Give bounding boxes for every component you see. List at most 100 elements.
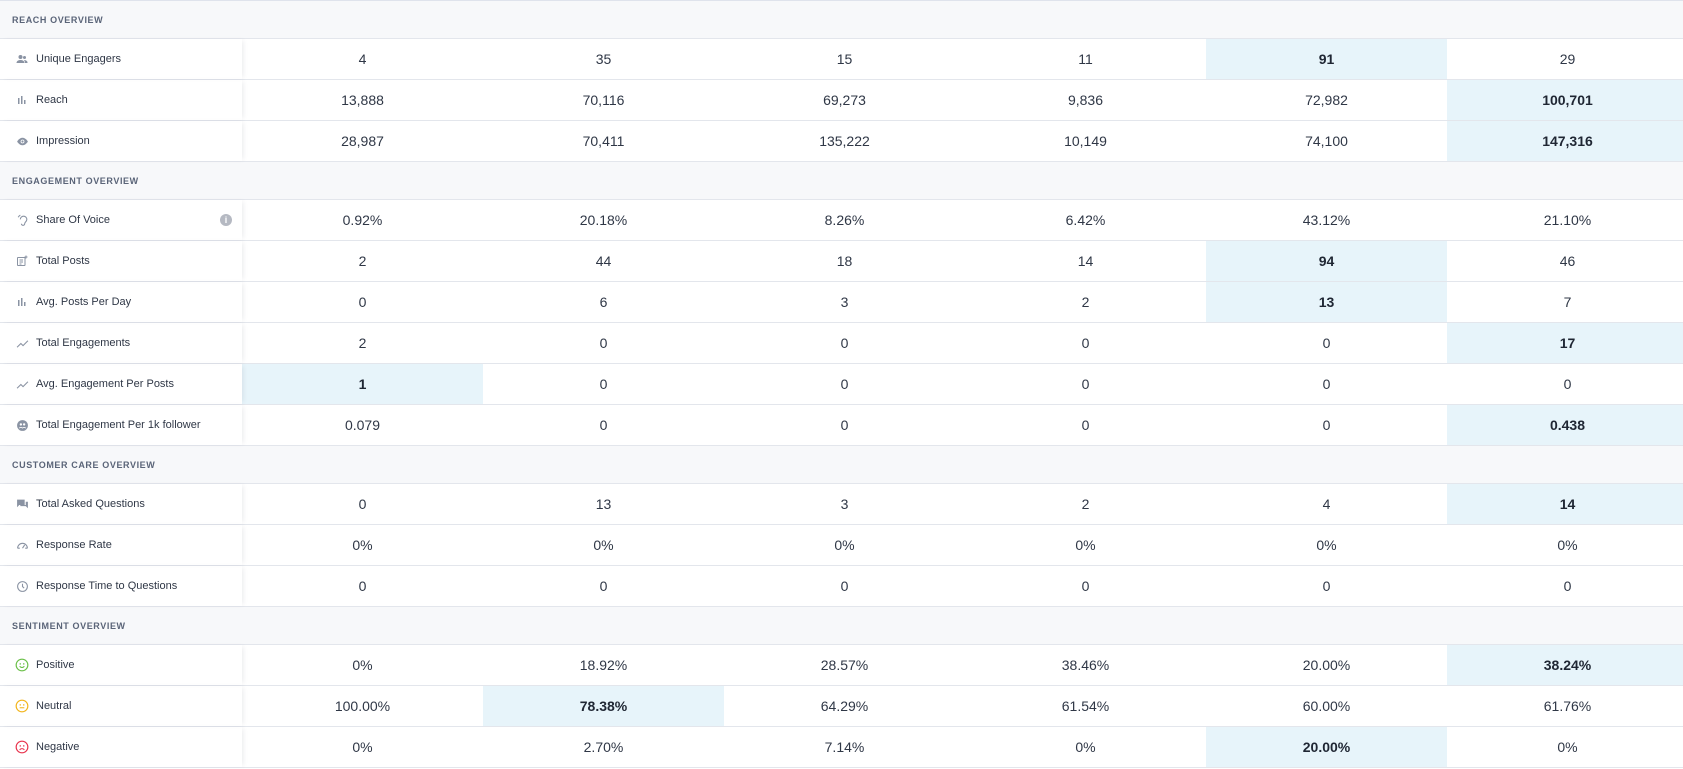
value-cell: 70,411 xyxy=(582,133,625,149)
row-label: Neutral xyxy=(36,700,72,712)
value-cell: 78.38% xyxy=(483,686,724,726)
chat-icon xyxy=(15,497,29,511)
value-cell: 0% xyxy=(352,739,373,755)
row-label: Negative xyxy=(36,741,80,753)
value-cell: 4 xyxy=(358,51,367,67)
value-cell: 0% xyxy=(1316,537,1337,553)
row-label: Positive xyxy=(36,659,75,671)
row-label-cell: Total Posts xyxy=(0,241,242,281)
row-label-cell: Impression xyxy=(0,121,242,161)
value-cell: 11 xyxy=(1078,51,1093,67)
value-cell: 91 xyxy=(1206,39,1447,79)
value-cell: 1 xyxy=(242,364,483,404)
row-label-cell: Reach xyxy=(0,80,242,120)
table-row-response-rate: Response Rate 0% 0% 0% 0% 0% 0% xyxy=(0,525,1683,566)
value-cell: 135,222 xyxy=(819,133,870,149)
value-cell: 0 xyxy=(1322,376,1331,392)
row-label: Avg. Engagement Per Posts xyxy=(36,378,174,390)
row-label: Share Of Voice xyxy=(36,214,110,226)
value-cell: 0 xyxy=(1081,578,1090,594)
row-label-cell: Total Engagements xyxy=(0,323,242,363)
row-label-cell: Positive xyxy=(0,645,242,685)
value-cell: 20.00% xyxy=(1206,727,1447,767)
table-row-unique-engagers: Unique Engagers 4 35 15 11 91 29 xyxy=(0,39,1683,80)
value-cell: 70,116 xyxy=(582,92,625,108)
value-cell: 0% xyxy=(1557,739,1578,755)
row-label: Total Posts xyxy=(36,255,90,267)
info-icon[interactable]: i xyxy=(220,214,232,226)
value-cell: 17 xyxy=(1447,323,1683,363)
value-cell: 94 xyxy=(1206,241,1447,281)
value-cell: 0 xyxy=(840,417,849,433)
value-cell: 0 xyxy=(599,578,608,594)
value-cell: 21.10% xyxy=(1543,212,1592,228)
value-cell: 100.00% xyxy=(334,698,391,714)
clock-icon xyxy=(15,579,29,593)
value-cell: 0% xyxy=(352,657,373,673)
value-cell: 0.079 xyxy=(344,417,381,433)
group-circle-icon xyxy=(15,418,29,432)
value-cell: 13 xyxy=(595,496,612,512)
value-cell: 147,316 xyxy=(1447,121,1683,161)
value-cell: 61.54% xyxy=(1061,698,1110,714)
section-header-sentiment-overview: SENTIMENT OVERVIEW xyxy=(0,607,1683,645)
value-cell: 15 xyxy=(836,51,853,67)
eye-icon xyxy=(15,134,29,148)
value-cell: 60.00% xyxy=(1302,698,1351,714)
neutral-face-icon xyxy=(15,699,29,713)
post-add-icon xyxy=(15,254,29,268)
smile-icon xyxy=(15,658,29,672)
value-cell: 0 xyxy=(358,578,367,594)
value-cell: 6 xyxy=(599,294,608,310)
table-row-share-of-voice: Share Of Voice i 0.92% 20.18% 8.26% 6.42% 43.1… xyxy=(0,200,1683,241)
value-cell: 38.46% xyxy=(1061,657,1110,673)
table-row-total-posts: Total Posts 2 44 18 14 94 46 xyxy=(0,241,1683,282)
value-cell: 13 xyxy=(1206,282,1447,322)
trend-icon xyxy=(15,336,29,350)
value-cell: 0 xyxy=(1322,335,1331,351)
value-cell: 9,836 xyxy=(1067,92,1104,108)
table-row-response-time-to-questions: Response Time to Questions 0 0 0 0 0 0 xyxy=(0,566,1683,607)
value-cell: 0 xyxy=(599,417,608,433)
value-cell: 20.00% xyxy=(1302,657,1351,673)
value-cell: 0 xyxy=(358,496,367,512)
value-cell: 10,149 xyxy=(1064,133,1107,149)
section-header-reach-overview: REACH OVERVIEW xyxy=(0,1,1683,39)
value-cell: 0 xyxy=(1563,578,1572,594)
value-cell: 0 xyxy=(599,376,608,392)
value-cell: 3 xyxy=(840,294,849,310)
value-cell: 0 xyxy=(840,335,849,351)
value-cell: 2 xyxy=(1081,496,1090,512)
ear-icon xyxy=(15,213,29,227)
value-cell: 0 xyxy=(1322,578,1331,594)
sad-face-icon xyxy=(15,740,29,754)
value-cell: 74,100 xyxy=(1305,133,1348,149)
value-cell: 2 xyxy=(1081,294,1090,310)
value-cell: 0 xyxy=(1081,376,1090,392)
section-header-customer-care-overview: CUSTOMER CARE OVERVIEW xyxy=(0,446,1683,484)
row-label-cell: Avg. Engagement Per Posts xyxy=(0,364,242,404)
row-label: Total Asked Questions xyxy=(36,498,145,510)
value-cell: 2 xyxy=(358,253,367,269)
value-cell: 18 xyxy=(836,253,853,269)
value-cell: 28,987 xyxy=(341,133,384,149)
row-label-cell: Total Engagement Per 1k follower xyxy=(0,405,242,445)
value-cell: 35 xyxy=(595,51,612,67)
value-cell: 0 xyxy=(840,376,849,392)
value-cell: 14 xyxy=(1077,253,1094,269)
value-cell: 100,701 xyxy=(1447,80,1683,120)
row-label-cell: Response Time to Questions xyxy=(0,566,242,606)
value-cell: 20.18% xyxy=(579,212,628,228)
bar-chart-icon xyxy=(15,93,29,107)
value-cell: 0% xyxy=(1557,537,1578,553)
value-cell: 0 xyxy=(358,294,367,310)
table-row-impression: Impression 28,987 70,411 135,222 10,149 74,10… xyxy=(0,121,1683,162)
bar-chart-icon xyxy=(15,295,29,309)
row-label-cell: Unique Engagers xyxy=(0,39,242,79)
value-cell: 13,888 xyxy=(341,92,384,108)
row-label-cell: Negative xyxy=(0,727,242,767)
value-cell: 0% xyxy=(1075,739,1096,755)
value-cell: 14 xyxy=(1447,484,1683,524)
value-cell: 0.92% xyxy=(342,212,383,228)
row-label: Response Time to Questions xyxy=(36,580,178,592)
